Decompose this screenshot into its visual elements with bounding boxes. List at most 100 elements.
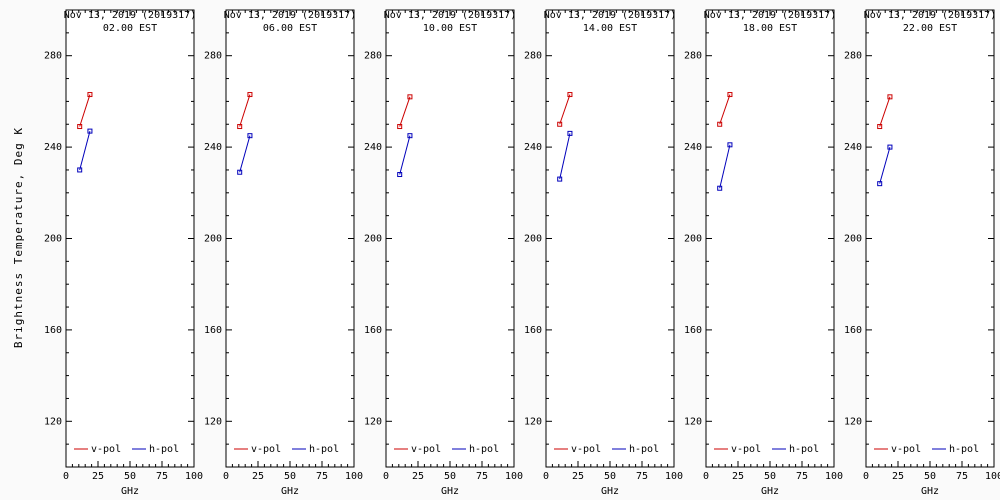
v-pol-marker <box>77 124 83 130</box>
y-tick-label: 280 <box>684 51 702 62</box>
h-pol-marker <box>877 181 883 187</box>
axes: 120 160 200 240 280 0 25 50 75 100 <box>44 9 203 482</box>
chart-panel: 120 160 200 240 280 0 25 50 75 100 Nov 13, 2019 (2… <box>196 0 363 500</box>
legend: v-pol h-pol <box>554 444 659 455</box>
x-tick-label: 75 <box>316 471 328 482</box>
y-tick-label: 200 <box>204 234 222 245</box>
chart-panels: 120 160 200 240 280 0 25 50 75 100 Nov 13, 2019 (2… <box>36 0 1000 500</box>
y-tick-label: 280 <box>364 51 382 62</box>
h-pol-line <box>879 146 891 184</box>
panel-title: Nov 13, 2019 (2019317) <box>384 10 516 21</box>
x-axis-label: GHz <box>281 486 299 497</box>
legend-v-pol-label: v-pol <box>891 444 921 455</box>
y-tick-label: 160 <box>44 325 62 336</box>
legend: v-pol h-pol <box>394 444 499 455</box>
v-pol-marker <box>717 121 723 127</box>
y-tick-label: 240 <box>204 142 222 153</box>
h-pol-marker <box>397 172 403 178</box>
x-tick-label: 0 <box>223 471 229 482</box>
legend-v-pol-label: v-pol <box>571 444 601 455</box>
y-axis-title-text: Brightness Temperature, Deg K <box>11 127 25 349</box>
v-pol-line <box>879 96 891 127</box>
x-tick-label: 50 <box>284 471 296 482</box>
plot-frame <box>385 9 515 468</box>
h-pol-marker <box>87 128 93 134</box>
axes: 120 160 200 240 280 0 25 50 75 100 <box>684 9 843 482</box>
v-pol-marker <box>87 92 93 98</box>
chart-panel: 120 160 200 240 280 0 25 50 75 100 Nov 13, 2019 (2… <box>36 0 203 500</box>
y-tick-label: 120 <box>844 416 862 427</box>
y-tick-label: 160 <box>684 325 702 336</box>
legend-h-pol-label: h-pol <box>469 444 499 455</box>
v-pol-series <box>877 94 893 130</box>
x-axis-label: GHz <box>121 486 139 497</box>
v-pol-marker <box>397 124 403 130</box>
legend-h-pol-label: h-pol <box>949 444 979 455</box>
plot-frame <box>865 9 995 468</box>
x-tick-label: 0 <box>63 471 69 482</box>
x-tick-label: 100 <box>985 471 1000 482</box>
legend: v-pol h-pol <box>234 444 339 455</box>
h-pol-line <box>719 144 731 189</box>
v-pol-line <box>79 94 91 127</box>
v-pol-marker <box>557 121 563 127</box>
plot-frame <box>225 9 355 468</box>
y-tick-label: 120 <box>684 416 702 427</box>
v-pol-line <box>719 94 731 125</box>
h-pol-marker <box>887 144 893 150</box>
y-tick-label: 160 <box>844 325 862 336</box>
x-tick-label: 50 <box>764 471 776 482</box>
y-tick-label: 200 <box>364 234 382 245</box>
y-tick-label: 120 <box>364 416 382 427</box>
h-pol-series <box>397 133 413 178</box>
v-pol-marker <box>727 92 733 98</box>
h-pol-line <box>239 135 251 173</box>
panel-title: Nov 13, 2019 (2019317) <box>704 10 836 21</box>
plot-frame <box>545 9 675 468</box>
x-tick-label: 0 <box>703 471 709 482</box>
y-tick-label: 280 <box>844 51 862 62</box>
x-axis-label: GHz <box>761 486 779 497</box>
x-tick-label: 25 <box>572 471 584 482</box>
panel-title: Nov 13, 2019 (2019317) <box>224 10 356 21</box>
legend: v-pol h-pol <box>714 444 819 455</box>
x-tick-label: 25 <box>252 471 264 482</box>
v-pol-marker <box>237 124 243 130</box>
y-tick-label: 160 <box>204 325 222 336</box>
v-pol-series <box>557 92 573 127</box>
y-tick-label: 240 <box>684 142 702 153</box>
x-axis-label: GHz <box>921 486 939 497</box>
h-pol-marker <box>557 176 563 182</box>
chart-panel: 120 160 200 240 280 0 25 50 75 100 Nov 13, 2019 (2… <box>356 0 523 500</box>
x-axis-label: GHz <box>601 486 619 497</box>
h-pol-series <box>237 133 253 175</box>
v-pol-series <box>237 92 253 130</box>
panel-chart: 120 160 200 240 280 0 25 50 75 100 Nov 13, 2019 (2… <box>844 9 1000 497</box>
y-tick-label: 120 <box>44 416 62 427</box>
y-tick-label: 200 <box>524 234 542 245</box>
x-tick-label: 50 <box>604 471 616 482</box>
v-pol-series <box>717 92 733 127</box>
x-tick-label: 100 <box>505 471 523 482</box>
h-pol-marker <box>77 167 83 173</box>
x-tick-label: 50 <box>124 471 136 482</box>
x-axis-label: GHz <box>441 486 459 497</box>
legend-v-pol-label: v-pol <box>731 444 761 455</box>
v-pol-series <box>77 92 93 130</box>
y-tick-label: 160 <box>524 325 542 336</box>
h-pol-series <box>717 142 733 191</box>
x-tick-label: 0 <box>543 471 549 482</box>
panel-subtitle: 02.00 EST <box>103 23 157 34</box>
panel-chart: 120 160 200 240 280 0 25 50 75 100 Nov 13, 2019 (2… <box>524 9 683 497</box>
v-pol-marker <box>567 92 573 98</box>
v-pol-line <box>399 96 411 127</box>
plot-frame <box>705 9 835 468</box>
x-tick-label: 25 <box>892 471 904 482</box>
legend-v-pol-label: v-pol <box>251 444 281 455</box>
y-tick-label: 200 <box>684 234 702 245</box>
v-pol-marker <box>877 124 883 130</box>
legend-h-pol-label: h-pol <box>629 444 659 455</box>
plot-frame <box>65 9 195 468</box>
h-pol-marker <box>407 133 413 139</box>
